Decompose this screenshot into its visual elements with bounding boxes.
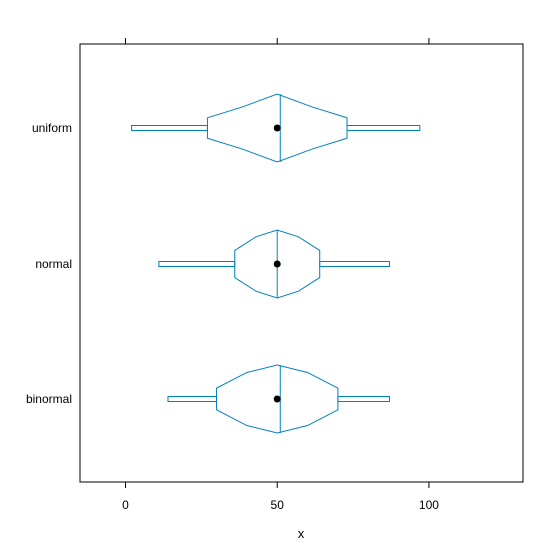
violin-box-uniform [131, 93, 421, 163]
median-dot [273, 395, 281, 403]
median-dot [273, 124, 281, 132]
x-ticks: 0 50 100 [122, 38, 439, 512]
x-axis-label: x [298, 526, 305, 541]
whisker-low [158, 261, 236, 267]
x-tick-label: 50 [271, 498, 285, 512]
y-label-uniform: uniform [32, 121, 72, 135]
y-label-normal: normal [35, 257, 72, 271]
whisker-low [131, 125, 208, 131]
violin-body [216, 364, 339, 434]
median-dot [273, 260, 281, 268]
y-label-binormal: binormal [26, 392, 72, 406]
whisker-low [167, 396, 218, 402]
x-tick-label: 0 [122, 498, 129, 512]
violin-box-binormal [167, 364, 390, 434]
violin-body [234, 229, 321, 299]
x-tick-label: 100 [419, 498, 439, 512]
whisker-high [319, 261, 390, 267]
whisker-high [337, 396, 390, 402]
violin-box-normal [158, 229, 390, 299]
plot-frame [79, 43, 524, 483]
violin-marks [131, 93, 421, 434]
violin-body [206, 93, 348, 163]
whisker-high [346, 125, 421, 131]
y-category-labels: uniform normal binormal [26, 121, 72, 406]
